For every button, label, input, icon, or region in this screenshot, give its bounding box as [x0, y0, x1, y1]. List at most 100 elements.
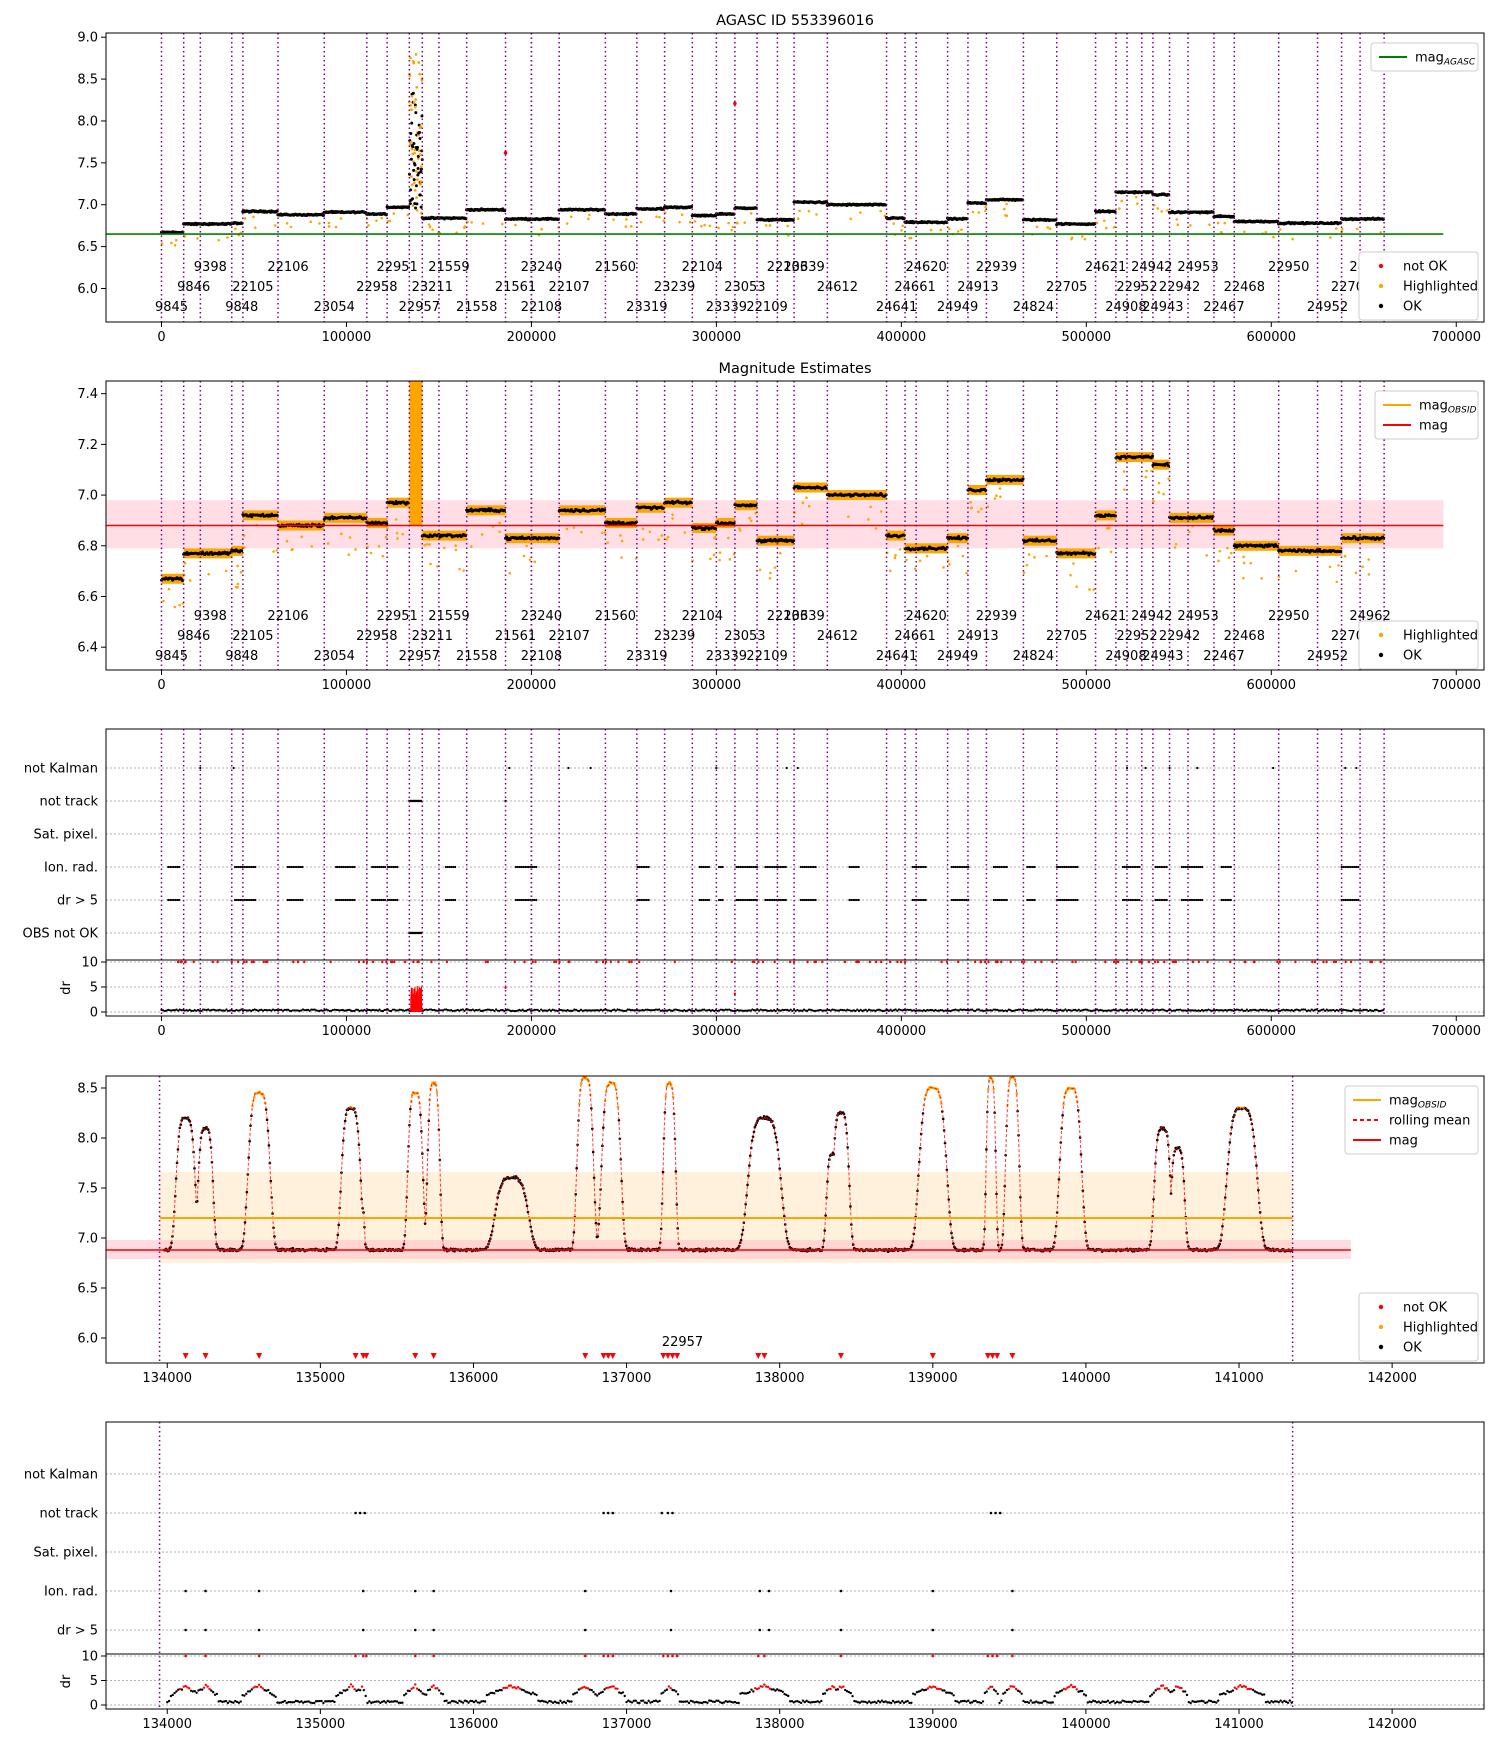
- y-tick-label: 6.8: [77, 539, 98, 554]
- obsid-label: 22105: [232, 280, 273, 295]
- data-point-highlighted: [1341, 227, 1344, 231]
- data-point-highlighted: [892, 222, 896, 225]
- obsid-label: 22957: [399, 300, 440, 315]
- data-point-highlighted: [641, 527, 645, 531]
- data-point-highlighted: [418, 72, 422, 76]
- obsid-label: 21560: [595, 609, 636, 624]
- data-point-highlighted: [629, 225, 633, 228]
- data-point-highlighted: [905, 558, 908, 562]
- data-point-highlighted: [428, 225, 432, 229]
- data-point-highlighted: [419, 165, 423, 169]
- data-point-highlighted: [569, 215, 573, 219]
- data-point-ok: [418, 193, 422, 197]
- data-point-highlighted: [310, 545, 314, 548]
- obsid-label: 21558: [456, 649, 497, 664]
- flag-point: [721, 898, 724, 902]
- data-point-highlighted: [620, 539, 624, 543]
- data-point-highlighted: [160, 242, 164, 245]
- data-point-highlighted: [1003, 207, 1006, 211]
- data-point-highlighted: [226, 236, 229, 239]
- data-point-highlighted: [462, 226, 466, 230]
- data-point-highlighted: [173, 605, 177, 609]
- data-point-highlighted: [481, 222, 485, 225]
- flag-point: [1165, 865, 1168, 869]
- data-point-highlighted: [1045, 554, 1048, 558]
- data-point-highlighted: [167, 587, 171, 591]
- flag-point: [535, 865, 538, 869]
- data-point-highlighted: [1188, 530, 1191, 534]
- obsid-label: 22705: [1046, 280, 1087, 295]
- data-point-highlighted: [572, 526, 576, 529]
- flag-point: [396, 865, 399, 869]
- data-point-highlighted: [1337, 564, 1340, 567]
- obsid-label: 24943: [1142, 649, 1183, 664]
- data-point-highlighted: [1216, 221, 1220, 225]
- data-point-highlighted: [849, 217, 853, 221]
- data-point-highlighted: [386, 527, 389, 530]
- data-point-highlighted: [454, 548, 458, 552]
- data-point-highlighted: [565, 527, 569, 531]
- data-point-highlighted: [309, 220, 313, 224]
- data-point-highlighted: [1025, 563, 1029, 567]
- obsid-label: 24952: [1307, 300, 1348, 315]
- data-point-highlighted: [377, 544, 381, 548]
- data-point-highlighted: [758, 568, 762, 572]
- data-point-highlighted: [415, 196, 418, 200]
- data-point-highlighted: [1335, 580, 1339, 584]
- data-point-highlighted: [243, 217, 247, 220]
- obsid-label: 22951: [376, 260, 417, 275]
- data-point-highlighted: [625, 218, 628, 221]
- obsid-label: 24612: [817, 629, 858, 644]
- data-point-highlighted: [239, 571, 243, 574]
- obsid-label: 22958: [356, 280, 397, 295]
- flag-point: [707, 898, 711, 902]
- x-tick-label: 700000: [1431, 678, 1481, 693]
- data-point-highlighted: [738, 529, 742, 532]
- data-point-ok: [1113, 210, 1117, 214]
- data-point-highlighted: [1278, 228, 1282, 231]
- data-point-highlighted: [386, 219, 390, 223]
- data-point-highlighted: [999, 495, 1002, 499]
- obsid-label: 24949: [937, 649, 978, 664]
- data-point-highlighted: [971, 210, 975, 214]
- y-tick-label: 6.4: [77, 641, 98, 656]
- flag-point: [454, 898, 457, 902]
- data-point-highlighted: [639, 220, 643, 224]
- data-point-highlighted: [998, 487, 1002, 490]
- data-point-ok: [414, 184, 418, 188]
- data-point-highlighted: [348, 536, 352, 539]
- x-tick-label: 0: [157, 678, 165, 693]
- data-point-highlighted: [1109, 550, 1113, 554]
- data-point-ok: [321, 213, 325, 217]
- data-point-highlighted: [1095, 221, 1099, 225]
- data-point-highlighted: [648, 530, 652, 534]
- obsid-label: 23639: [783, 260, 824, 275]
- data-point-highlighted: [662, 219, 666, 223]
- flag-row-label: Ion. rad.: [44, 861, 98, 876]
- data-point-highlighted: [1205, 554, 1208, 557]
- flag-point: [1196, 766, 1199, 770]
- flag-point: [1125, 766, 1129, 770]
- data-point-highlighted: [289, 225, 293, 229]
- obsid-label: 22952: [1116, 280, 1157, 295]
- data-point-highlighted: [894, 553, 897, 557]
- x-tick-label: 600000: [1246, 678, 1296, 693]
- y-tick-label: 7.0: [77, 198, 98, 213]
- data-point-highlighted: [815, 213, 818, 216]
- data-point-highlighted: [688, 220, 692, 224]
- flag-point: [1144, 766, 1147, 770]
- legend-label-subscript: OBSID: [1448, 406, 1477, 416]
- obsid-label: 9848: [225, 649, 258, 664]
- flag-row-label: not track: [39, 795, 98, 810]
- data-point-highlighted: [234, 585, 238, 589]
- obsid-label: 21561: [495, 280, 536, 295]
- panel-title: AGASC ID 553396016: [716, 13, 874, 29]
- data-point-highlighted: [1122, 470, 1126, 473]
- flag-point: [1005, 898, 1008, 902]
- legend-label: OK: [1403, 300, 1422, 315]
- data-point-highlighted: [1223, 221, 1227, 225]
- data-point-highlighted: [768, 576, 772, 580]
- data-point-highlighted: [1144, 475, 1148, 479]
- obsid-label: 22105: [232, 629, 273, 644]
- x-tick-label: 400000: [877, 330, 927, 345]
